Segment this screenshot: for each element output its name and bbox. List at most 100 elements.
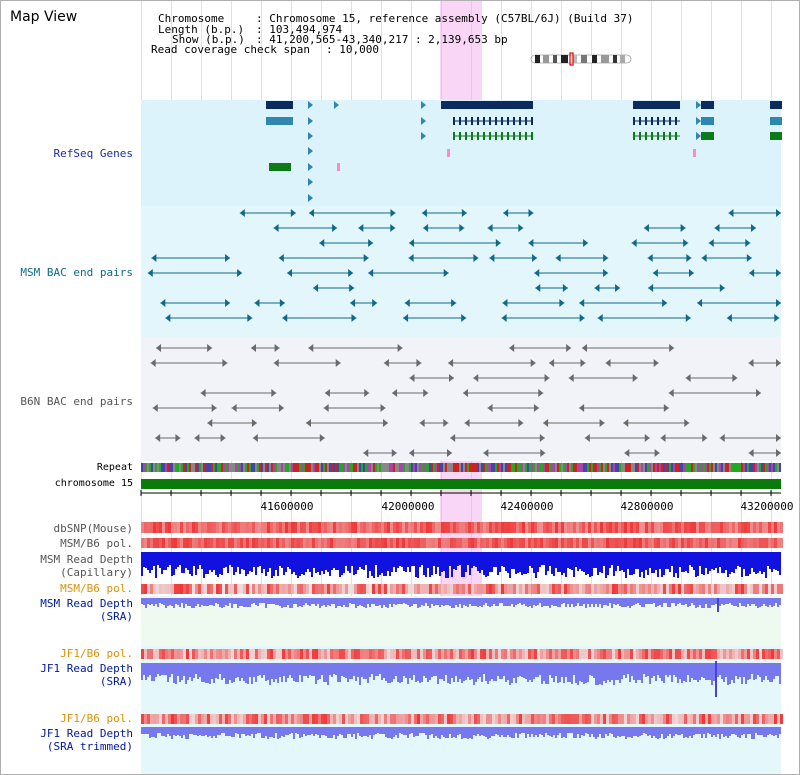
msm-capillary-depth-bar [501,552,503,566]
jf1-b6-pol-cell [756,714,759,724]
jf1-sra-depth-bar [437,663,439,684]
msm-capillary-depth-bar [509,552,511,578]
repeat-block [635,463,637,472]
dbsnp-cell [465,522,468,533]
msm-b6-pol-cell [378,538,381,548]
msm-sra-depth-bar [215,598,217,603]
repeat-block [173,463,175,472]
msm-b6-pol-cell [666,538,669,548]
repeat-block [181,463,183,472]
msm-sra-depth-bar [623,598,625,607]
jf1-sra-depth-bar [487,663,489,684]
jf1-b6-pol-cell [456,714,459,724]
jf1-trimmed-depth-bar [639,727,641,736]
msm-capillary-depth-bar [437,552,439,567]
msm-bac-pair-end [308,209,314,217]
repeat-block [365,463,367,472]
gene-arrow-marker [696,132,701,140]
msm-sra-depth-bar [475,598,477,606]
jf1-b6-pol-cell [723,714,726,724]
jf1-trimmed-depth-bar [775,727,777,735]
jf1-sra-depth-bar [343,663,345,677]
jf1-b6-pol-cell [237,714,240,724]
msm-bac-pair-end [225,254,231,262]
msm-b6-pol-cell [399,584,402,594]
msm-b6-pol-cell [369,538,372,548]
msm-sra-depth-bar [179,598,181,607]
repeat-block [681,463,683,472]
jf1-sra-depth-bar [151,663,153,681]
jf1-sra-depth-bar [355,663,357,681]
refseq-genes-label[interactable]: RefSeq Genes [53,147,133,160]
chromosome-ideogram[interactable] [529,52,635,66]
msm-sra-depth-bar [195,598,197,606]
msm-b6-pol-cell [465,538,468,548]
repeat-block [471,463,473,472]
msm-b6-pol-cell [570,538,573,548]
jf1-trimmed-depth-bar [195,727,197,735]
jf1-sra-depth-bar [185,663,187,684]
jf1-trimmed-depth-bar [145,727,147,734]
msm-capillary-depth-bar [683,552,685,572]
repeat-block [537,463,539,472]
msm-sra-depth-bar [453,598,455,608]
jf1-sra-depth-bar [595,663,597,685]
refseq-exon [477,132,479,140]
msm-capillary-depth-bar [357,552,359,570]
refseq-gene [441,101,533,109]
repeat-block [269,463,271,472]
msm-capillary-depth-bar [199,552,201,565]
msm-b6-pol-cell [327,538,330,548]
msm-b6-pol-cell [522,538,525,548]
repeat-block [327,463,329,472]
jf1-trimmed-depth-bar [265,727,267,736]
jf1-b6-pol-cell [498,649,501,659]
msm-capillary-depth-bar [579,552,581,569]
msm-b6-pol-cell [162,584,165,594]
msm-bac-pair-end [489,254,495,262]
repeat-block [343,463,345,472]
jf1-trimmed-depth-bar [595,727,597,739]
msm-sra-depth-bar [549,598,551,608]
jf1-sra-depth-bar [737,663,739,679]
jf1-sra-depth-bar [711,663,713,685]
b6n-bac-label[interactable]: B6N BAC end pairs [20,395,133,408]
msm-capillary-depth-bar [395,552,397,572]
jf1-b6-pol-cell [582,649,585,659]
axis-tick-label: 41600000 [260,500,314,513]
repeat-block [153,463,155,472]
jf1-b6-pol-cell [243,649,246,659]
msm-bac-label[interactable]: MSM BAC end pairs [20,266,133,279]
b6n-bac-pair-end [776,359,781,367]
msm-sra-depth-bar [497,598,499,606]
msm-sra-depth-bar [397,598,399,604]
msm-capillary-depth-bar [233,552,235,575]
msm-b6-pol-cell [375,584,378,594]
msm-capillary-depth-bar [635,552,637,569]
dbsnp-cell [162,522,165,533]
msm-sra-depth-bar [507,598,509,606]
jf1-b6-pol-cell [234,649,237,659]
jf1-sra-depth-bar [573,663,575,675]
msm-b6-pol-cell [663,584,666,594]
jf1-b6-pol-cell [483,714,486,724]
msm-sra-depth-bar [343,598,345,605]
refseq-exon [531,132,533,140]
gene-arrow-marker [696,101,701,109]
dbsnp-cell [150,522,153,533]
msm-bac-pair-end [404,299,410,307]
jf1-sra-depth-bar [411,663,413,680]
msm-sra-depth-bar [595,598,597,604]
jf1-trimmed-depth-bar [743,727,745,734]
jf1-b6-pol-cell [759,714,762,724]
jf1-b6-pol-cell [675,714,678,724]
jf1-trimmed-depth-bar [731,727,733,734]
repeat-block [199,463,201,472]
msm-b6-pol-cell [273,584,276,594]
refseq-exon [471,117,473,125]
jf1-b6-pol-cell [678,649,681,659]
repeat-block [691,463,693,472]
jf1-b6-pol-cell [201,714,204,724]
dbsnp-cell [357,522,360,533]
